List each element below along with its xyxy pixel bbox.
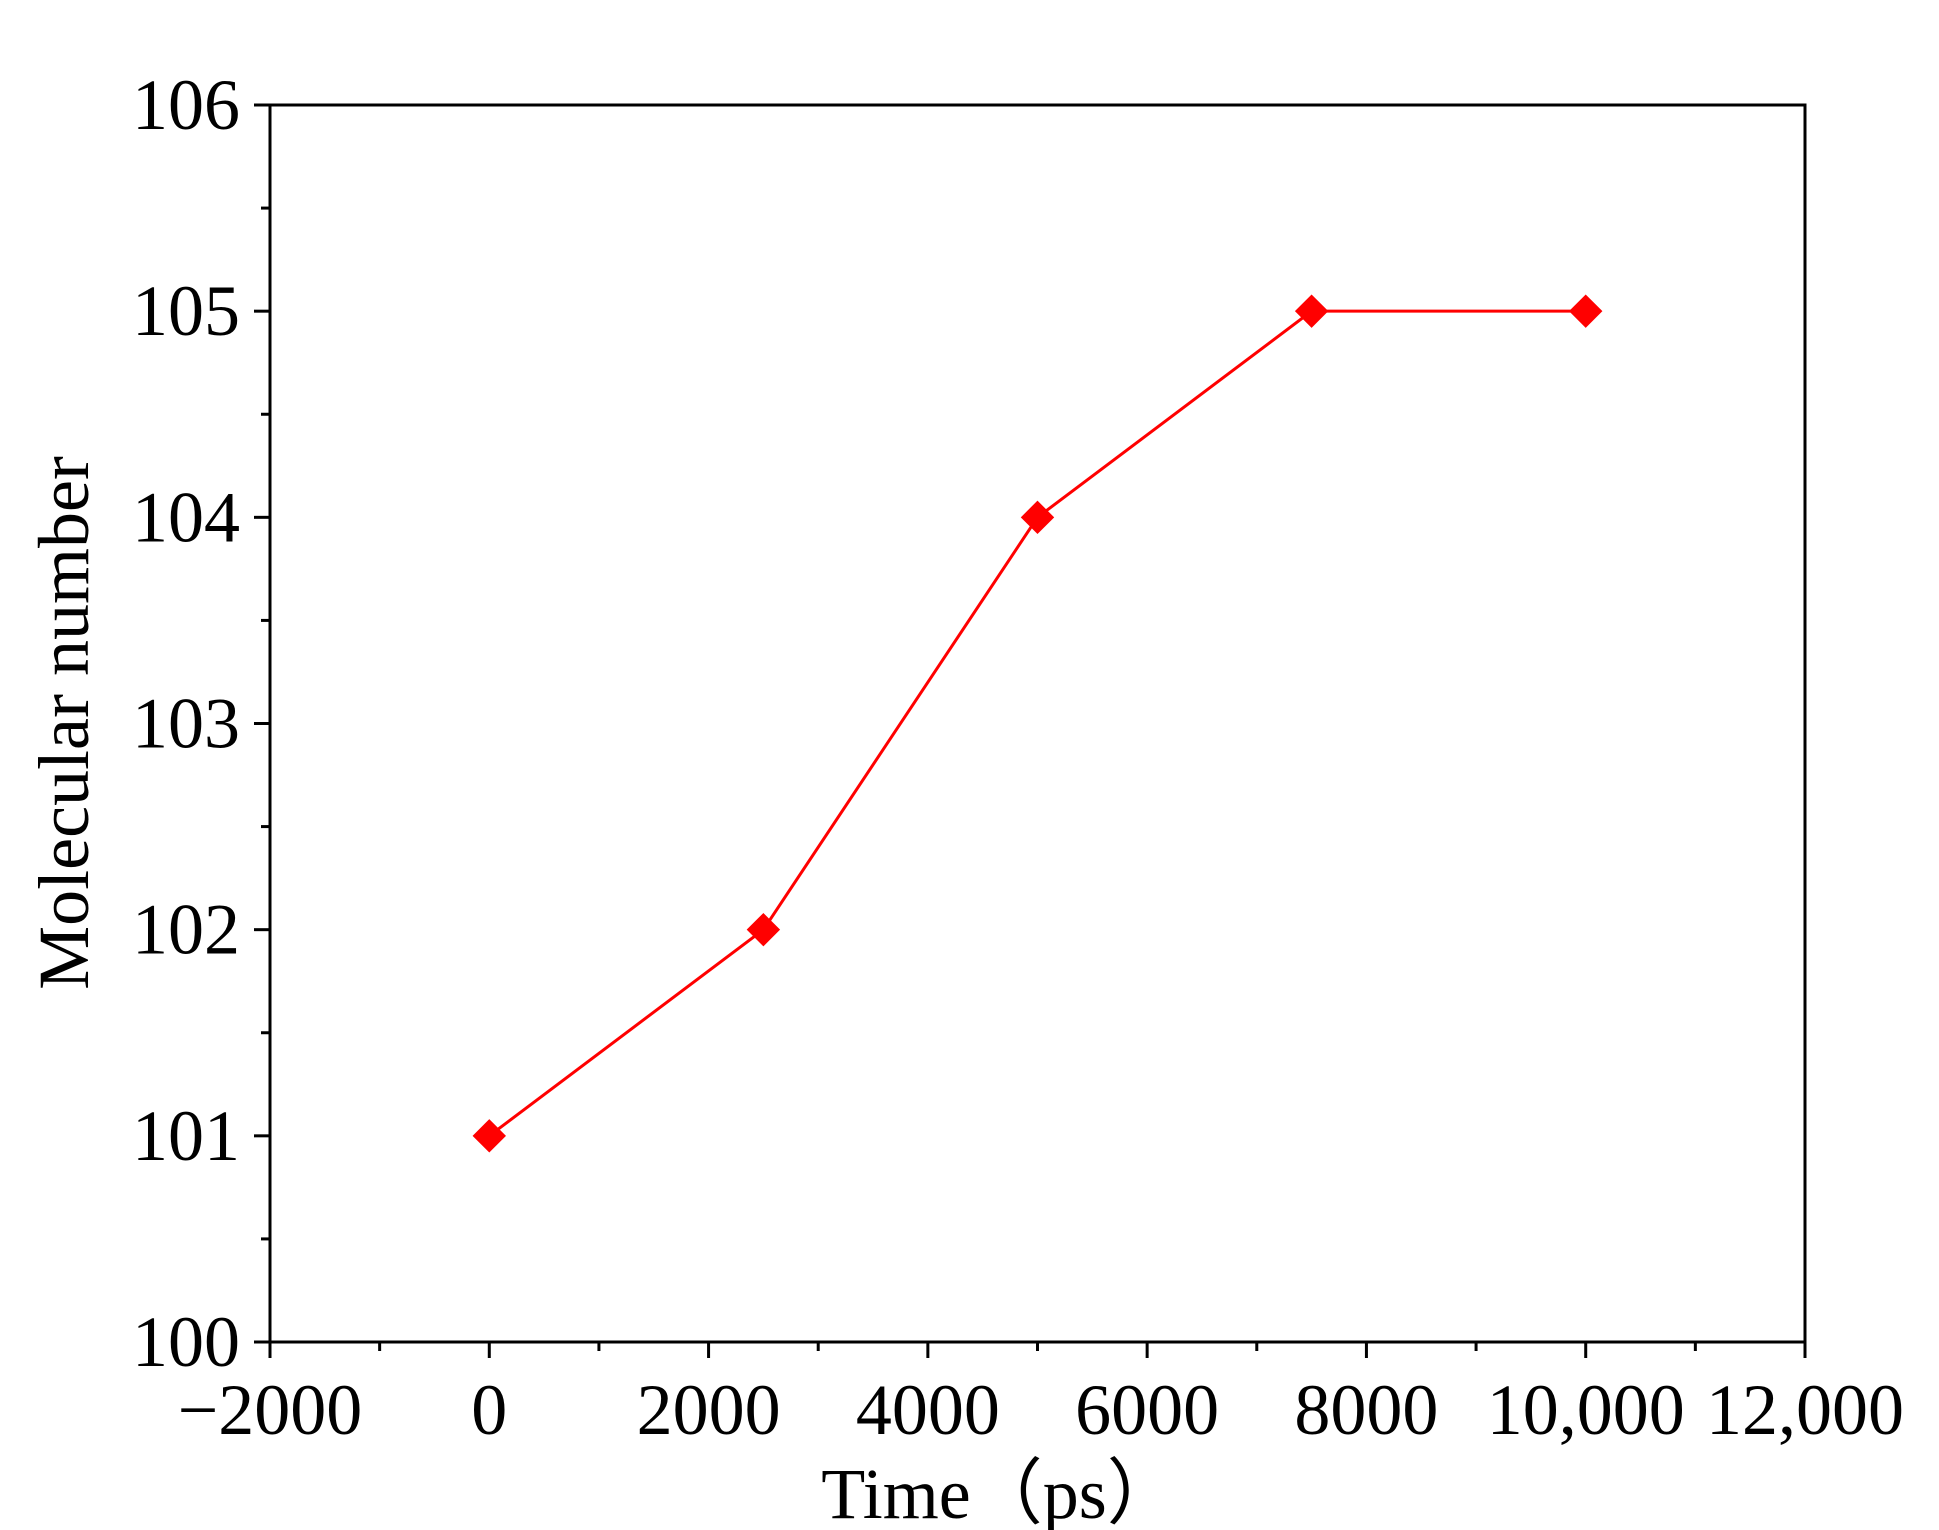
series-line [488, 309, 1586, 1138]
x-tick-label: 6000 [1075, 1370, 1219, 1450]
data-point-marker [1294, 294, 1329, 328]
y-tick-label: 103 [132, 684, 240, 764]
y-axis-title: Molecular number [24, 456, 104, 990]
y-tick-label: 104 [132, 477, 240, 557]
y-tick-label: 105 [132, 271, 240, 351]
x-tick-label: 2000 [637, 1370, 781, 1450]
y-tick-label: 101 [132, 1096, 240, 1176]
plot-frame [268, 103, 1807, 1344]
data-point-marker [472, 1119, 506, 1153]
y-tick-label: 102 [132, 890, 240, 970]
x-tick-label: 0 [471, 1370, 507, 1450]
x-tick-label: 10,000 [1487, 1370, 1685, 1450]
y-axis-ticks [254, 103, 270, 1344]
x-axis-ticks [268, 1342, 1807, 1358]
data-point-marker [1569, 294, 1603, 328]
x-tick-label: −2000 [178, 1370, 363, 1450]
y-tick-label: 106 [132, 65, 240, 145]
x-tick-label: 8000 [1294, 1370, 1438, 1450]
y-axis-tick-labels: 100 101 102 103 104 105 106 [132, 65, 240, 1382]
x-tick-label: 4000 [856, 1370, 1000, 1450]
y-tick-label: 100 [132, 1302, 240, 1382]
data-point-marker [746, 912, 781, 947]
x-axis-title: Time（ps） [821, 1454, 1178, 1530]
series-layer [472, 294, 1603, 1153]
data-point-marker [1020, 500, 1055, 535]
x-tick-label: 12,000 [1706, 1370, 1904, 1450]
x-axis-tick-labels: −2000 0 2000 4000 6000 8000 10,000 12,000 [178, 1370, 1904, 1450]
